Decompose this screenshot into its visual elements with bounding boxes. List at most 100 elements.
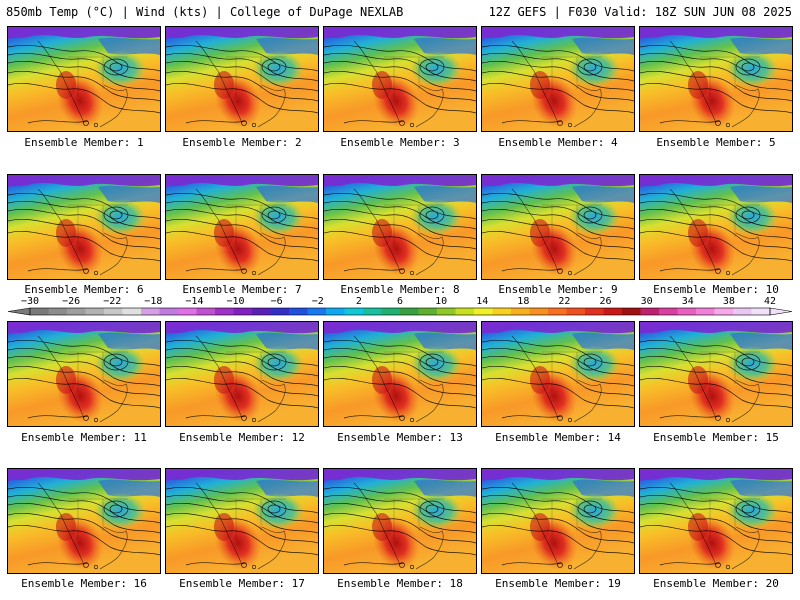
member-label-7: Ensemble Member: 7 (182, 283, 302, 296)
colorbar-tick-label: −22 (103, 296, 122, 307)
member-label-17: Ensemble Member: 17 (179, 577, 305, 590)
map-panel-member-13[interactable] (323, 321, 477, 427)
map-panel-member-10[interactable] (639, 174, 793, 280)
colorbar-bin (363, 308, 382, 315)
colorbar-bin (215, 308, 234, 315)
colorbar-bin (67, 308, 86, 315)
colorbar-min-arrow (7, 307, 31, 316)
colorbar-tick-label: 42 (763, 296, 777, 307)
map-graphic (166, 175, 318, 279)
member-label-9: Ensemble Member: 9 (498, 283, 618, 296)
colorbar-tick-label: 34 (681, 296, 694, 307)
member-label-1: Ensemble Member: 1 (24, 136, 144, 149)
colorbar-bin (48, 308, 68, 315)
colorbar-tick-label: 38 (722, 296, 735, 307)
colorbar-bin (270, 308, 290, 315)
map-graphic (640, 469, 792, 573)
colorbar-bin (751, 308, 771, 315)
map-panel-member-20[interactable] (639, 468, 793, 574)
colorbar-bin (381, 308, 401, 315)
colorbar-bin (233, 308, 253, 315)
colorbar-bin (474, 308, 493, 315)
colorbar-tick-label: 10 (435, 296, 448, 307)
colorbar-max-arrow (769, 307, 793, 316)
colorbar-bin (455, 308, 475, 315)
member-label-15: Ensemble Member: 15 (653, 431, 779, 444)
colorbar-tick-label: −26 (62, 296, 81, 307)
member-label-20: Ensemble Member: 20 (653, 577, 779, 590)
colorbar-bin (307, 308, 327, 315)
map-panel-member-9[interactable] (481, 174, 635, 280)
map-panel-member-8[interactable] (323, 174, 477, 280)
header-bar: 850mb Temp (°C) | Wind (kts) | College o… (0, 0, 800, 22)
map-graphic (482, 27, 634, 131)
map-graphic (166, 469, 318, 573)
member-label-19: Ensemble Member: 19 (495, 577, 621, 590)
colorbar-bin (603, 308, 623, 315)
map-panel-member-15[interactable] (639, 321, 793, 427)
temperature-colorbar (7, 307, 793, 316)
map-panel-member-4[interactable] (481, 26, 635, 132)
colorbar-tick-label: 22 (558, 296, 571, 307)
map-graphic (482, 175, 634, 279)
member-label-14: Ensemble Member: 14 (495, 431, 621, 444)
map-panel-member-5[interactable] (639, 26, 793, 132)
colorbar-tick-label: −10 (226, 296, 245, 307)
map-panel-member-17[interactable] (165, 468, 319, 574)
colorbar-bin (30, 308, 49, 315)
colorbar-bin (548, 308, 567, 315)
colorbar-tick-label: 26 (599, 296, 612, 307)
colorbar-bin (141, 308, 160, 315)
map-graphic (166, 322, 318, 426)
colorbar-bin (159, 308, 179, 315)
map-panel-member-1[interactable] (7, 26, 161, 132)
colorbar-bin (326, 308, 345, 315)
member-label-10: Ensemble Member: 10 (653, 283, 779, 296)
map-panel-member-19[interactable] (481, 468, 635, 574)
colorbar-bin (437, 308, 456, 315)
colorbar-bin (733, 308, 752, 315)
map-graphic (324, 27, 476, 131)
model-run-info: 12Z GEFS | F030 Valid: 18Z SUN JUN 08 20… (488, 5, 792, 19)
colorbar-bin (640, 308, 660, 315)
member-label-4: Ensemble Member: 4 (498, 136, 618, 149)
colorbar-tick-label: 2 (355, 296, 362, 307)
member-label-16: Ensemble Member: 16 (21, 577, 147, 590)
colorbar-tick-label: −30 (20, 296, 40, 307)
colorbar-tick-label: 14 (476, 296, 489, 307)
colorbar-bin (696, 308, 715, 315)
member-label-12: Ensemble Member: 12 (179, 431, 305, 444)
map-graphic (640, 27, 792, 131)
map-graphic (482, 469, 634, 573)
map-panel-member-6[interactable] (7, 174, 161, 280)
map-panel-member-14[interactable] (481, 321, 635, 427)
map-panel-member-16[interactable] (7, 468, 161, 574)
colorbar-bin (622, 308, 641, 315)
colorbar-bin (714, 308, 734, 315)
colorbar-tick-label: −14 (185, 296, 204, 307)
colorbar-bin (289, 308, 308, 315)
member-label-5: Ensemble Member: 5 (656, 136, 776, 149)
map-graphic (324, 469, 476, 573)
map-panel-member-11[interactable] (7, 321, 161, 427)
map-panel-member-12[interactable] (165, 321, 319, 427)
map-graphic (8, 175, 160, 279)
colorbar-bin (677, 308, 697, 315)
member-label-13: Ensemble Member: 13 (337, 431, 463, 444)
colorbar-bin (122, 308, 142, 315)
member-label-3: Ensemble Member: 3 (340, 136, 460, 149)
colorbar-bin (252, 308, 271, 315)
colorbar-tick-label: −2 (311, 296, 324, 307)
colorbar-bin (566, 308, 586, 315)
colorbar-bin (85, 308, 105, 315)
member-label-18: Ensemble Member: 18 (337, 577, 463, 590)
colorbar-bin (585, 308, 604, 315)
map-panel-member-3[interactable] (323, 26, 477, 132)
map-panel-member-2[interactable] (165, 26, 319, 132)
colorbar-bin (511, 308, 530, 315)
map-panel-member-18[interactable] (323, 468, 477, 574)
map-graphic (166, 27, 318, 131)
colorbar-tick-label: −6 (270, 296, 283, 307)
member-label-8: Ensemble Member: 8 (340, 283, 460, 296)
map-panel-member-7[interactable] (165, 174, 319, 280)
